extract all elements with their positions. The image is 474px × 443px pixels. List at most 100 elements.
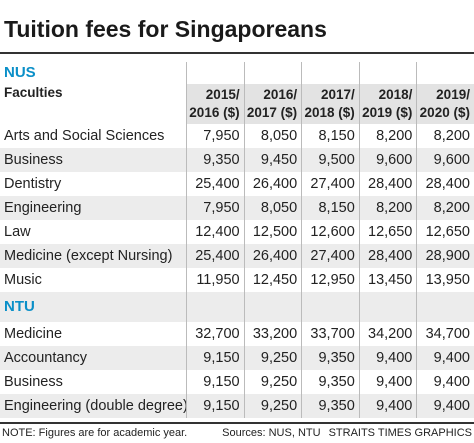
fee: 8,200: [416, 196, 474, 220]
fee: 12,500: [243, 220, 302, 244]
fee: 9,250: [243, 394, 302, 418]
faculty: Dentistry: [4, 176, 62, 192]
fee: 34,200: [358, 322, 417, 346]
fee: 11,950: [186, 268, 244, 292]
fee: 26,400: [243, 244, 302, 268]
fee: 9,400: [358, 346, 417, 370]
faculty: Accountancy: [4, 350, 88, 366]
spacer-cell: [243, 292, 302, 322]
fee: 8,200: [358, 124, 417, 148]
title-rule: [0, 52, 474, 54]
faculty: Engineering: [4, 200, 82, 216]
spacer-cell: [416, 62, 474, 84]
fee: 9,600: [416, 148, 474, 172]
section-row: NTU: [0, 292, 474, 322]
fee: 9,350: [301, 346, 359, 370]
faculty: Music: [4, 272, 42, 288]
fee: 32,700: [186, 322, 244, 346]
fee: 12,950: [301, 268, 359, 292]
table-row: Law 12,400 12,500 12,600 12,650 12,650: [0, 220, 474, 244]
title: Tuition fees for Singaporeans: [4, 16, 327, 42]
fee: 7,950: [186, 196, 244, 220]
fee: 27,400: [301, 244, 359, 268]
fee: 9,350: [186, 148, 244, 172]
fee: 12,650: [358, 220, 417, 244]
fee: 12,600: [301, 220, 359, 244]
spacer-cell: [416, 292, 474, 322]
fee: 28,400: [358, 244, 417, 268]
fee: 9,150: [186, 394, 244, 418]
fee: 9,350: [301, 370, 359, 394]
spacer-cell: [243, 62, 302, 84]
fee: 9,350: [301, 394, 359, 418]
faculty: Arts and Social Sciences: [4, 128, 165, 144]
fee: 27,400: [301, 172, 359, 196]
fee: 34,700: [416, 322, 474, 346]
fee: 33,700: [301, 322, 359, 346]
fee: 13,450: [358, 268, 417, 292]
fee: 7,950: [186, 124, 244, 148]
fee: 28,400: [416, 172, 474, 196]
table-row: Dentistry 25,400 26,400 27,400 28,400 28,400: [0, 172, 474, 196]
fee-table: NUS Faculties 2015/ 2016 ($) 2016/ 2017 ($)…: [0, 62, 474, 418]
fee: 9,250: [243, 370, 302, 394]
faculty: Law: [4, 224, 31, 240]
faculty: Medicine: [4, 326, 63, 342]
fee: 13,950: [416, 268, 474, 292]
fee: 9,150: [186, 346, 244, 370]
fee: 9,150: [186, 370, 244, 394]
spacer-cell: [358, 62, 417, 84]
fee: 8,200: [416, 124, 474, 148]
credit: STRAITS TIMES GRAPHICS: [328, 427, 472, 439]
column-header: 2015/ 2016 ($): [186, 84, 244, 124]
fee: 8,050: [243, 196, 302, 220]
faculty: Business: [4, 152, 63, 168]
fee: 9,600: [358, 148, 417, 172]
table-row: Accountancy 9,150 9,250 9,350 9,400 9,400: [0, 346, 474, 370]
column-header: 2016/ 2017 ($): [243, 84, 302, 124]
table-row: Engineering (double degree) 9,150 9,250 9,3…: [0, 394, 474, 418]
section-row: NUS: [0, 62, 474, 84]
faculty: Business: [4, 374, 63, 390]
fee: 12,400: [186, 220, 244, 244]
spacer-cell: [301, 292, 359, 322]
fee: 12,450: [243, 268, 302, 292]
fee: 8,050: [243, 124, 302, 148]
header-label: Faculties: [4, 85, 63, 100]
fee: 8,150: [301, 196, 359, 220]
note: NOTE: Figures are for academic year.: [2, 427, 188, 439]
fee: 9,250: [243, 346, 302, 370]
table-row: Business 9,350 9,450 9,500 9,600 9,600: [0, 148, 474, 172]
spacer-cell: [186, 292, 244, 322]
fee: 9,400: [416, 346, 474, 370]
footer: NOTE: Figures are for academic year. Sou…: [0, 422, 474, 439]
table-row: Medicine 32,700 33,200 33,700 34,200 34,700: [0, 322, 474, 346]
table-row: Engineering 7,950 8,050 8,150 8,200 8,200: [0, 196, 474, 220]
table-row: Business 9,150 9,250 9,350 9,400 9,400: [0, 370, 474, 394]
spacer-cell: [186, 62, 244, 84]
fee: 9,400: [358, 370, 417, 394]
fee: 25,400: [186, 244, 244, 268]
table-row: Medicine (except Nursing) 25,400 26,400 27,…: [0, 244, 474, 268]
source: Sources: NUS, NTU: [222, 427, 321, 439]
table-row: Arts and Social Sciences 7,950 8,050 8,150 8…: [0, 124, 474, 148]
fee: 9,450: [243, 148, 302, 172]
section-name: NUS: [4, 64, 36, 81]
column-header: 2018/ 2019 ($): [358, 84, 417, 124]
faculty: Engineering (double degree): [4, 398, 188, 414]
column-header: 2017/ 2018 ($): [301, 84, 359, 124]
fee: 8,150: [301, 124, 359, 148]
fee: 25,400: [186, 172, 244, 196]
fee: 8,200: [358, 196, 417, 220]
spacer-cell: [301, 62, 359, 84]
header-row: Faculties 2015/ 2016 ($) 2016/ 2017 ($) 201…: [0, 84, 474, 124]
fee: 9,500: [301, 148, 359, 172]
fee: 28,900: [416, 244, 474, 268]
fee: 9,400: [358, 394, 417, 418]
table-row: Music 11,950 12,450 12,950 13,450 13,950: [0, 268, 474, 292]
fee: 9,400: [416, 394, 474, 418]
column-header: 2019/ 2020 ($): [416, 84, 474, 124]
fee: 28,400: [358, 172, 417, 196]
fee: 12,650: [416, 220, 474, 244]
